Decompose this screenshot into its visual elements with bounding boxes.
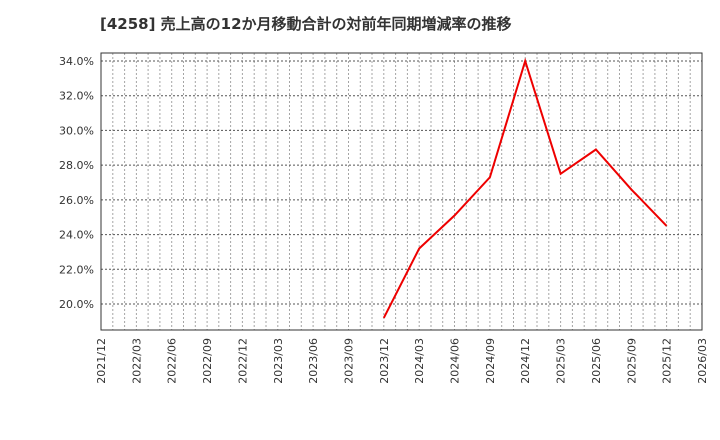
- x-tick-label: 2025/03: [555, 338, 568, 384]
- x-tick-label: 2022/03: [130, 338, 143, 384]
- x-tick-label: 2025/06: [590, 338, 603, 384]
- x-tick-label: 2022/09: [201, 338, 214, 384]
- x-tick-label: 2026/03: [696, 338, 709, 384]
- x-tick-label: 2021/12: [95, 338, 108, 384]
- x-tick-label: 2023/03: [272, 338, 285, 384]
- grid-lines: [101, 53, 702, 330]
- chart-title: [4258] 売上高の12か月移動合計の対前年同期増減率の推移: [100, 15, 512, 33]
- x-tick-label: 2023/06: [307, 338, 320, 384]
- y-tick-label: 28.0%: [59, 159, 94, 172]
- y-tick-label: 30.0%: [59, 124, 94, 137]
- y-tick-label: 22.0%: [59, 263, 94, 276]
- x-tick-label: 2023/09: [343, 338, 356, 384]
- y-tick-label: 34.0%: [59, 55, 94, 68]
- x-tick-label: 2022/12: [236, 338, 249, 384]
- y-tick-label: 32.0%: [59, 90, 94, 103]
- x-tick-label: 2022/06: [166, 338, 179, 384]
- plot-frame: [100, 52, 703, 331]
- x-tick-label: 2024/03: [413, 338, 426, 384]
- x-tick-label: 2025/09: [625, 338, 638, 384]
- y-axis-labels: 20.0% 22.0% 24.0% 26.0% 28.0% 30.0% 32.0% 34.0%: [59, 55, 94, 311]
- y-tick-label: 24.0%: [59, 229, 94, 242]
- x-axis-labels: 2021/12 2022/03 2022/06 2022/09 2022/12 2023/…: [95, 338, 709, 384]
- x-tick-label: 2025/12: [661, 338, 674, 384]
- x-tick-label: 2024/09: [484, 338, 497, 384]
- y-tick-label: 26.0%: [59, 194, 94, 207]
- y-tick-label: 20.0%: [59, 298, 94, 311]
- x-tick-label: 2024/06: [449, 338, 462, 384]
- series-line: [382, 57, 668, 319]
- x-tick-label: 2024/12: [519, 338, 532, 384]
- x-tick-label: 2023/12: [378, 338, 391, 384]
